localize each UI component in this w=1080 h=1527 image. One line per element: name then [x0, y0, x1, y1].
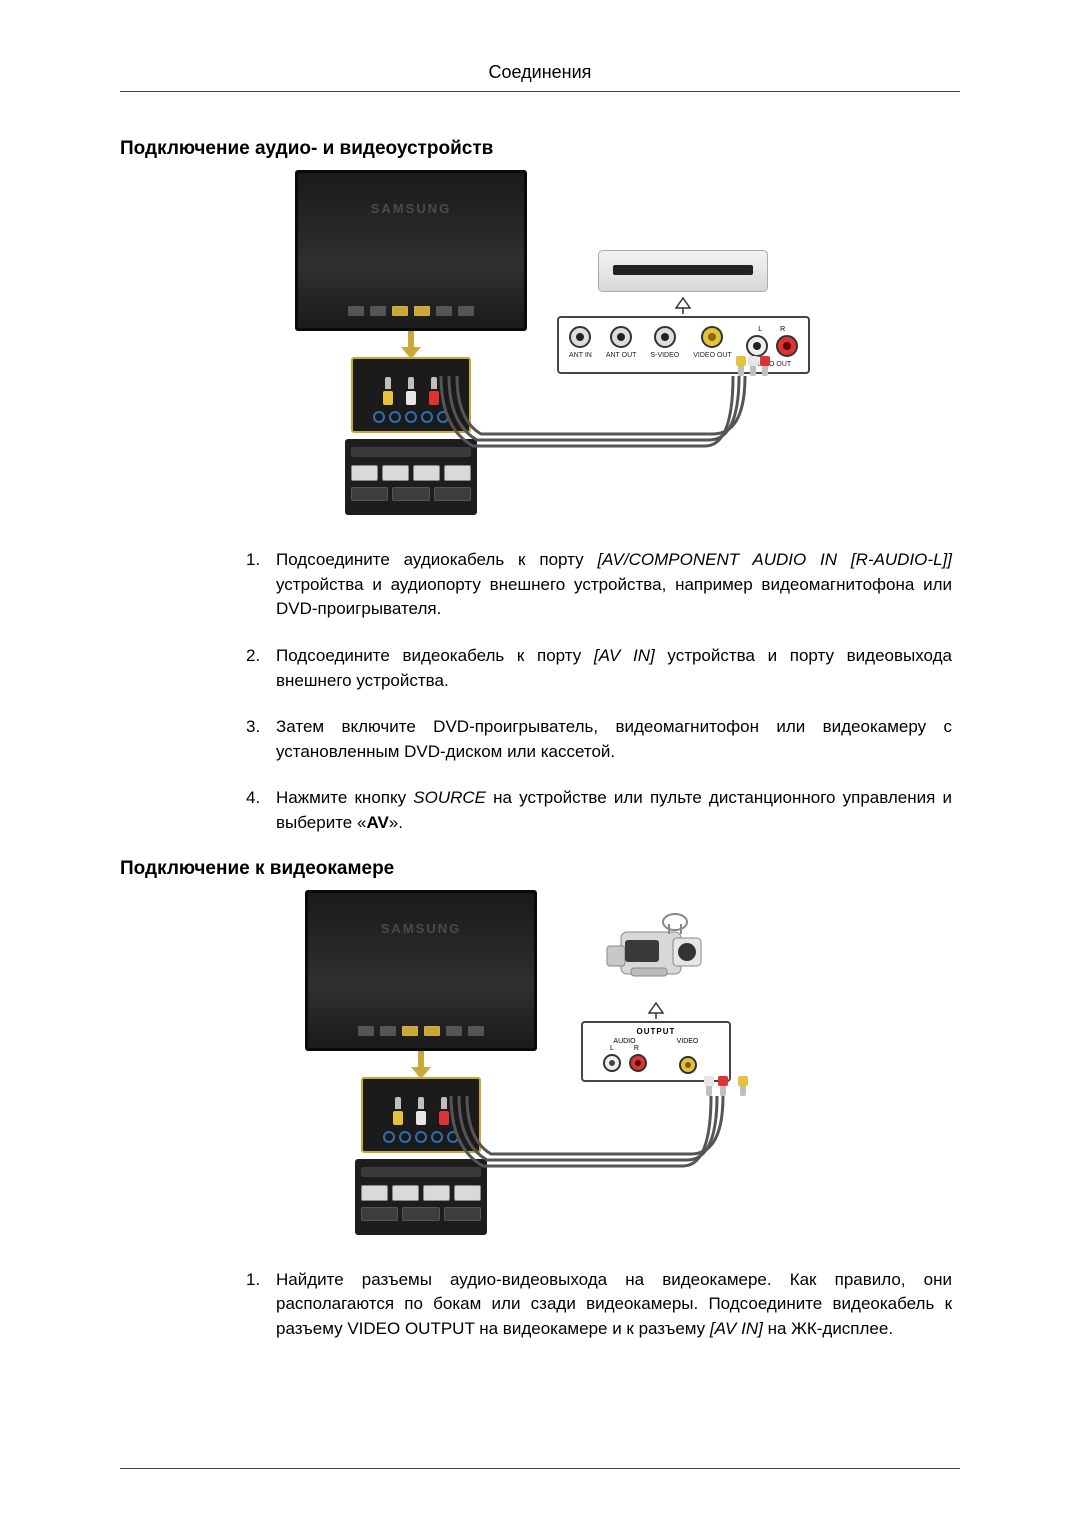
step-number: 4. [246, 786, 260, 811]
out-port-audio-l-icon [603, 1054, 621, 1072]
rca-plug-audio-l-icon [404, 377, 418, 405]
step-text: устройства и аудиопорту внешнего устройс… [276, 575, 952, 619]
tv-callout-arrow-icon [407, 1049, 435, 1079]
av-cable [433, 368, 773, 473]
section2-heading: Подключение к видеокамере [120, 858, 960, 880]
tv-button-row [308, 1026, 534, 1036]
rca-end-icon [717, 1076, 729, 1096]
port-label: S-VIDEO [650, 352, 679, 359]
tv-brand-label: SAMSUNG [308, 921, 534, 936]
step-number: 1. [246, 1268, 260, 1293]
port-label: ANT OUT [606, 352, 637, 359]
tv-screen: SAMSUNG [305, 890, 537, 1051]
audio-l-label: L [610, 1045, 614, 1052]
step-text: на ЖК-дисплее. [763, 1319, 893, 1338]
step-text: Подсоедините видеокабель к порту [276, 646, 594, 665]
instruction-step: 2. Подсоедините видеокабель к порту [AV … [246, 644, 952, 693]
rca-plug-video-icon [381, 377, 395, 405]
rca-plug-audio-l-icon [414, 1097, 428, 1125]
av-cable [443, 1088, 763, 1193]
step-number: 3. [246, 715, 260, 740]
external-device-column: ANT IN ANT OUT S-VIDEO VIDEO OUT L R [557, 170, 810, 374]
instruction-step: 4. Нажмите кнопку SOURCE на устройстве и… [246, 786, 952, 835]
audio-r-label: R [634, 1045, 639, 1052]
out-port-audio-r-icon [629, 1054, 647, 1072]
dvd-port-panel: ANT IN ANT OUT S-VIDEO VIDEO OUT L R [557, 316, 810, 374]
instruction-step: 1. Подсоедините аудиокабель к порту [AV/… [246, 548, 952, 622]
rca-end-icon [737, 1076, 749, 1096]
camcorder-icon [601, 902, 711, 997]
camcorder-column: OUTPUT AUDIO L R [581, 890, 731, 1082]
step-text: ». [389, 813, 403, 832]
instruction-step: 3. Затем включите DVD-проигрыватель, вид… [246, 715, 952, 764]
output-audio-label: AUDIO [593, 1038, 656, 1045]
audio-r-label: R [780, 326, 785, 333]
step-bold: AV [366, 813, 388, 832]
step-text: Затем включите DVD-проигрыватель, видеом… [276, 717, 952, 761]
step-term: SOURCE [413, 788, 486, 807]
tv-button-row [298, 306, 524, 316]
output-video-label: VIDEO [656, 1038, 719, 1045]
divider-bottom [120, 1468, 960, 1469]
rca-plug-video-icon [391, 1097, 405, 1125]
out-port-video-icon [679, 1056, 697, 1074]
step-term: [AV IN] [594, 646, 655, 665]
rca-end-icon [759, 356, 771, 376]
rca-end-icon [703, 1076, 715, 1096]
device-callout-arrow-icon [673, 292, 693, 316]
tv-brand-label: SAMSUNG [298, 201, 524, 216]
tv-screen: SAMSUNG [295, 170, 527, 331]
page-header-title: Соединения [120, 62, 960, 83]
port-label: ANT IN [569, 352, 592, 359]
audio-l-label: L [758, 326, 762, 333]
output-title: OUTPUT [593, 1027, 719, 1036]
section2-diagram: SAMSUNG [120, 890, 960, 1240]
section2-instructions: 1. Найдите разъемы аудио-видеовыхода на … [120, 1268, 960, 1342]
step-text: Нажмите кнопку [276, 788, 413, 807]
tv-callout-arrow-icon [397, 329, 425, 359]
step-term: [AV/COMPONENT AUDIO IN [R-AUDIO-L]] [597, 550, 952, 569]
section1-instructions: 1. Подсоедините аудиокабель к порту [AV/… [120, 548, 960, 836]
rca-end-icon [735, 356, 747, 376]
device-callout-arrow-icon [646, 997, 666, 1021]
page: Соединения Подключение аудио- и видеоуст… [0, 0, 1080, 1424]
port-label: VIDEO OUT [693, 352, 732, 359]
instruction-step: 1. Найдите разъемы аудио-видеовыхода на … [246, 1268, 952, 1342]
dvd-player-icon [598, 250, 768, 292]
section1-diagram: SAMSUNG [120, 170, 960, 520]
camcorder-output-panel: OUTPUT AUDIO L R [581, 1021, 731, 1082]
step-number: 2. [246, 644, 260, 669]
rca-end-icon [747, 356, 759, 376]
section1-heading: Подключение аудио- и видеоустройств [120, 138, 960, 160]
step-text: Подсоедините аудиокабель к порту [276, 550, 597, 569]
step-term: [AV IN] [710, 1319, 763, 1338]
divider-top [120, 91, 960, 92]
step-number: 1. [246, 548, 260, 573]
